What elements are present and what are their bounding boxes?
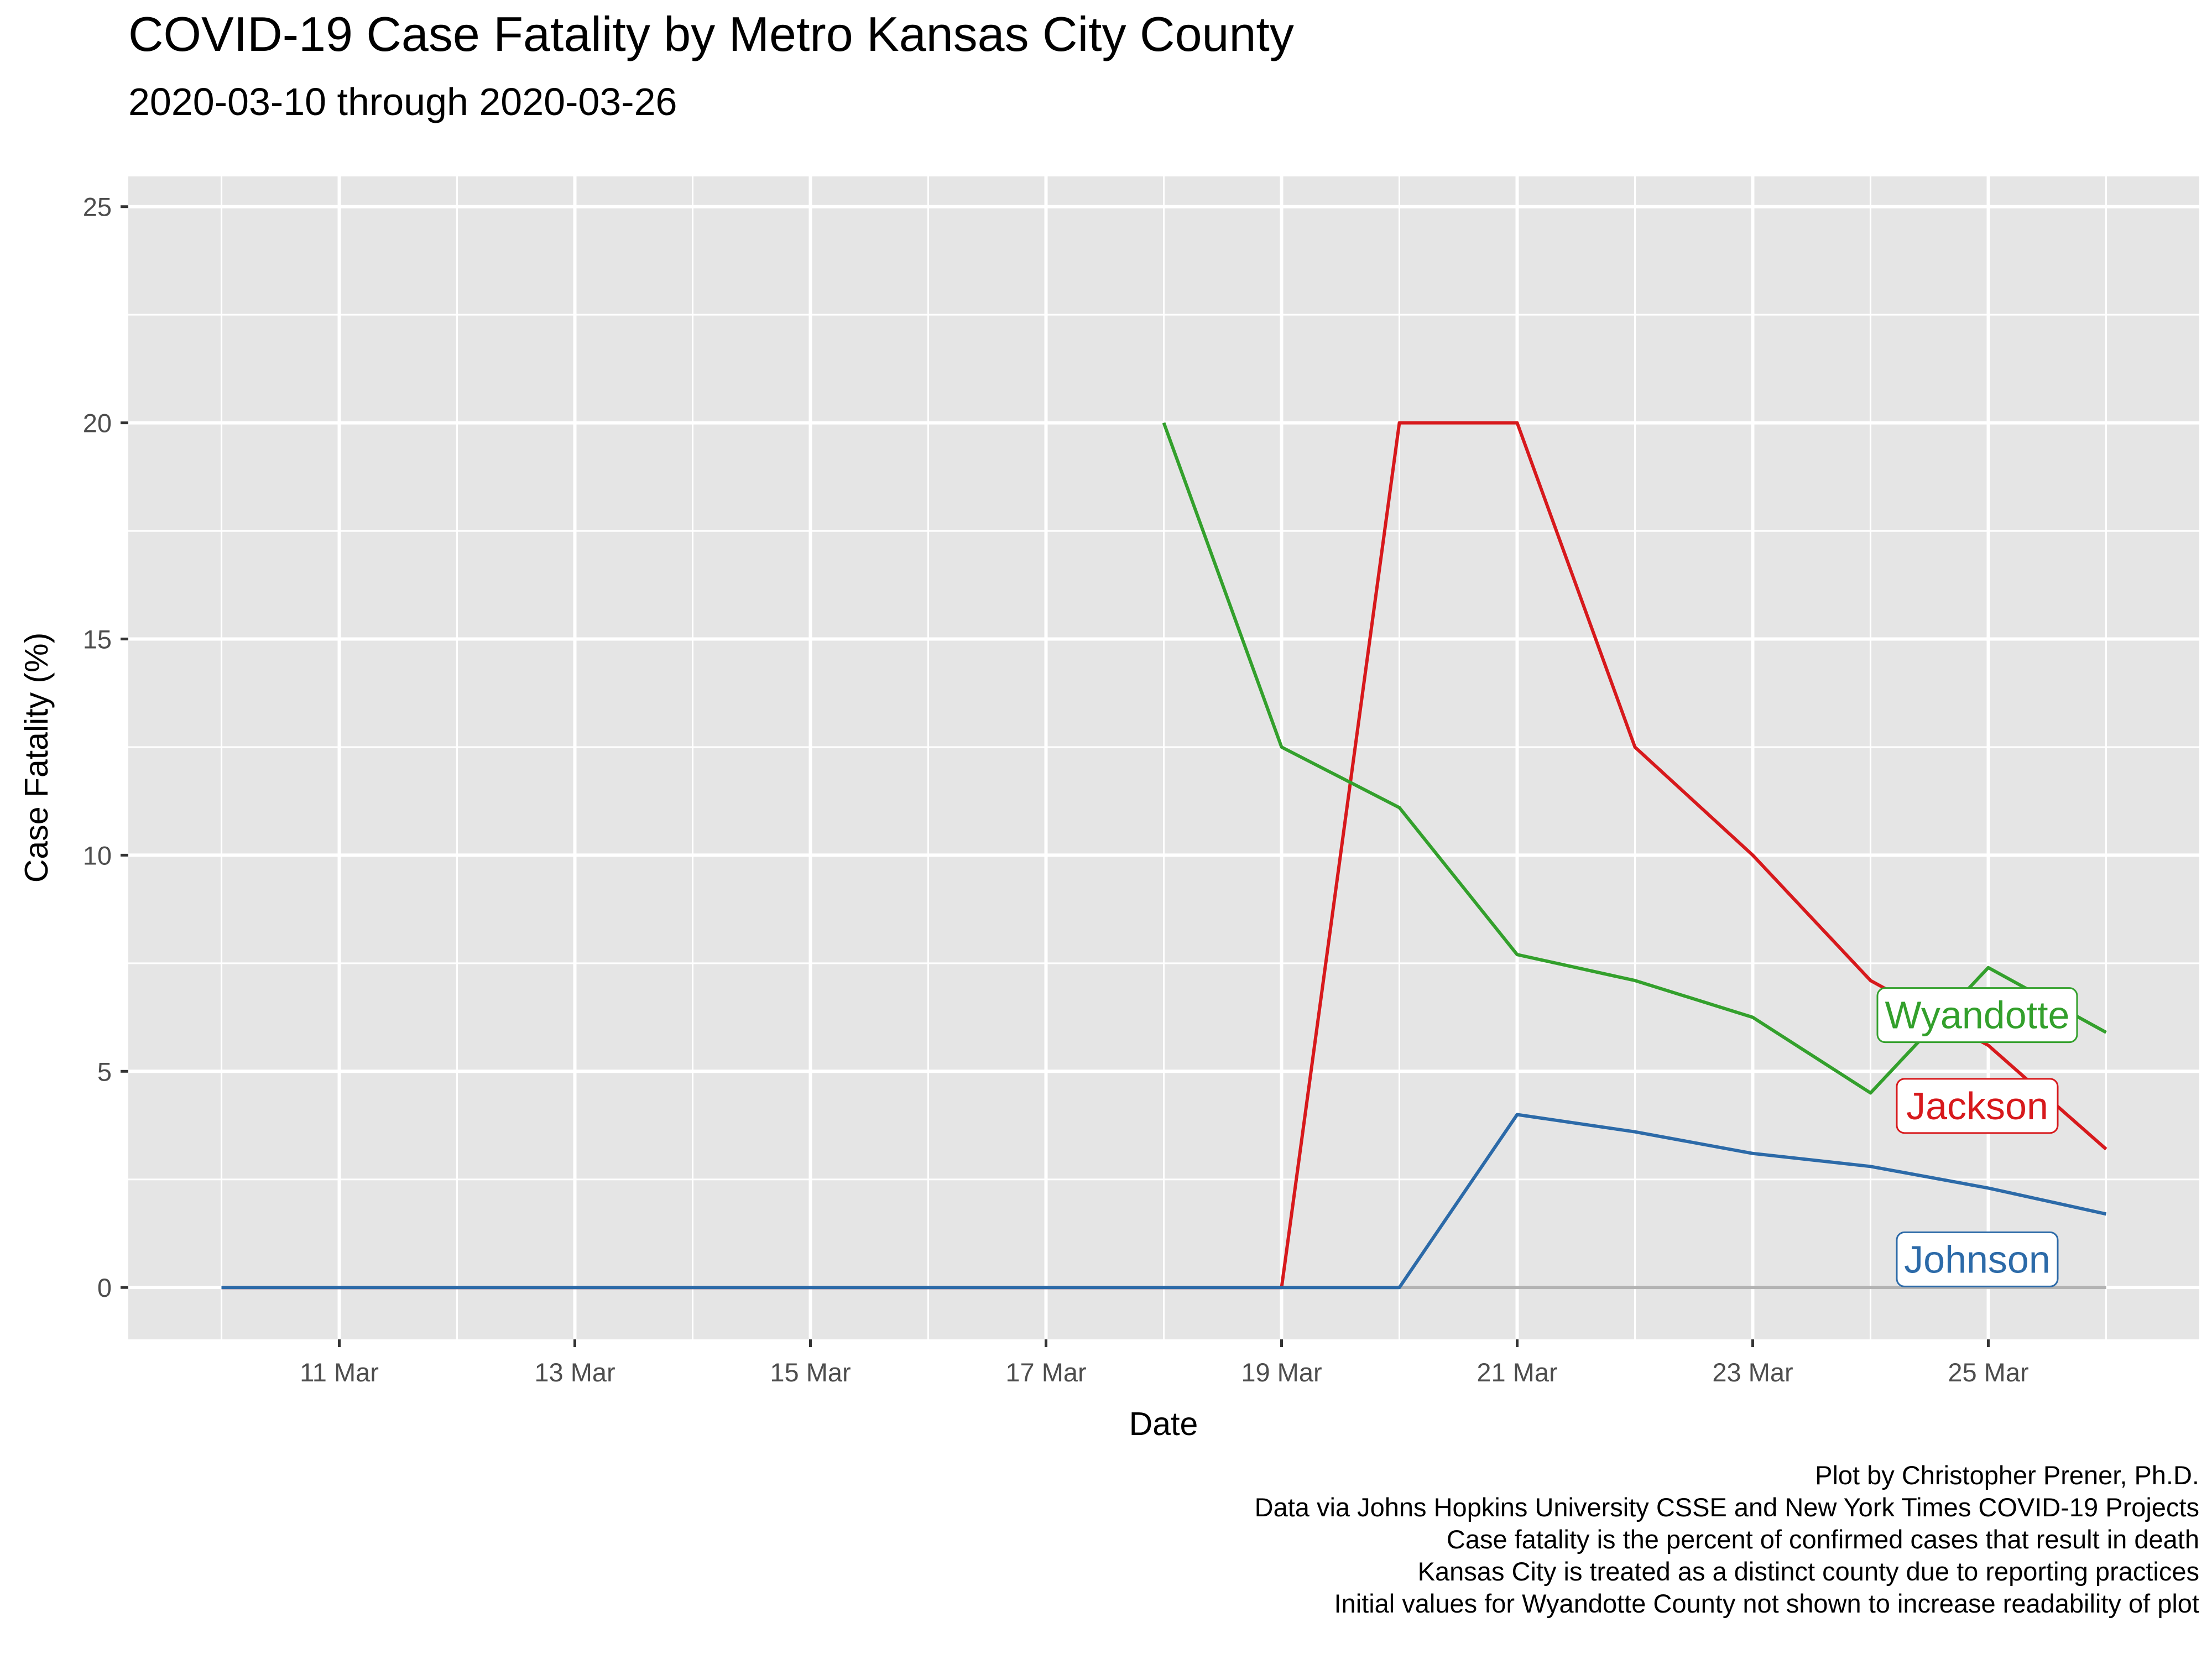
caption-line: Case fatality is the percent of confirme… bbox=[1447, 1525, 2199, 1554]
x-tick-label: 19 Mar bbox=[1241, 1358, 1322, 1387]
x-tick-label: 11 Mar bbox=[300, 1358, 379, 1387]
series-label-box-wyandotte bbox=[1876, 987, 2078, 1044]
x-tick-label: 23 Mar bbox=[1712, 1358, 1793, 1387]
series-label-wyandotte: Wyandotte bbox=[1885, 994, 2069, 1037]
x-tick-label: 21 Mar bbox=[1477, 1358, 1557, 1387]
x-tick-label: 13 Mar bbox=[534, 1358, 615, 1387]
y-tick-label: 25 bbox=[83, 192, 112, 222]
series-label-jackson: Jackson bbox=[1906, 1084, 2048, 1128]
x-tick-label: 25 Mar bbox=[1948, 1358, 2028, 1387]
x-axis-title: Date bbox=[1129, 1406, 1198, 1442]
y-axis-title: Case Fatality (%) bbox=[18, 633, 55, 883]
caption: Plot by Christopher Prener, Ph.D. Data vi… bbox=[1255, 1460, 2199, 1618]
caption-line: Plot by Christopher Prener, Ph.D. bbox=[1815, 1460, 2199, 1490]
x-tick-label: 15 Mar bbox=[770, 1358, 851, 1387]
y-tick-label: 10 bbox=[83, 841, 112, 870]
label-layer: Jackson Wyandotte Johnson bbox=[1876, 987, 2078, 1287]
y-tick-label: 15 bbox=[83, 625, 112, 654]
caption-line: Kansas City is treated as a distinct cou… bbox=[1418, 1557, 2199, 1586]
series-label-box-johnson bbox=[1896, 1231, 2059, 1287]
series-label-johnson: Johnson bbox=[1904, 1238, 2051, 1281]
chart-title: COVID-19 Case Fatality by Metro Kansas C… bbox=[128, 7, 1294, 61]
caption-line: Data via Johns Hopkins University CSSE a… bbox=[1255, 1493, 2199, 1522]
x-axis-ticks: 11 Mar 13 Mar 15 Mar 17 Mar 19 Mar 21 Mar 23 M… bbox=[300, 1339, 2029, 1387]
y-tick-label: 20 bbox=[83, 409, 112, 438]
x-tick-label: 17 Mar bbox=[1005, 1358, 1086, 1387]
series-label-box-jackson bbox=[1896, 1078, 2059, 1134]
series-line-johnson bbox=[221, 1113, 2107, 1290]
caption-line: Initial values for Wyandotte County not … bbox=[1334, 1589, 2200, 1618]
y-tick-label: 0 bbox=[97, 1273, 112, 1302]
y-axis-ticks: 0 5 10 15 20 25 bbox=[83, 192, 128, 1302]
chart-subtitle: 2020-03-10 through 2020-03-26 bbox=[128, 80, 677, 123]
y-tick-label: 5 bbox=[97, 1057, 112, 1086]
